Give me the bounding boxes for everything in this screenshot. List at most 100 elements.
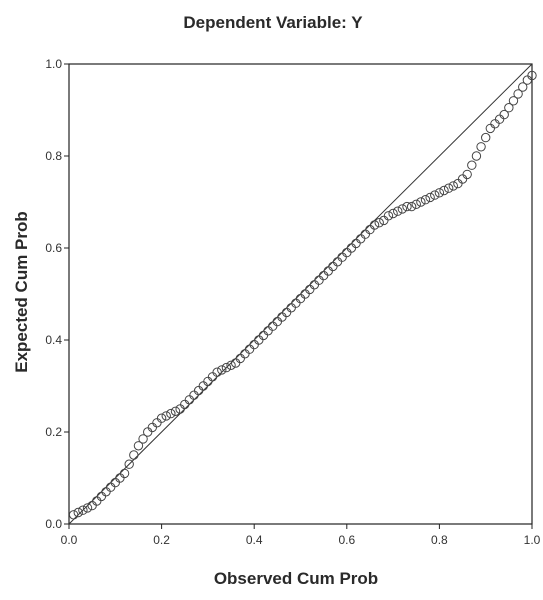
- x-axis-ticks: 0.0 0.2 0.4 0.6 0.8 1.0: [61, 524, 541, 547]
- y-axis-ticks: 0.0 0.2 0.4 0.6 0.8 1.0: [45, 57, 69, 531]
- data-point: [115, 473, 125, 483]
- data-point: [346, 243, 357, 253]
- data-point: [309, 280, 320, 290]
- data-point: [291, 298, 301, 308]
- data-point: [471, 151, 482, 161]
- data-point: [434, 188, 445, 198]
- data-point: [402, 201, 412, 212]
- data-point: [147, 422, 158, 433]
- data-point: [323, 266, 333, 276]
- x-tick-label: 0.2: [153, 533, 170, 547]
- data-point: [490, 119, 500, 129]
- data-point: [328, 261, 338, 272]
- data-point: [369, 220, 380, 230]
- data-point: [68, 510, 79, 520]
- data-point: [527, 70, 537, 81]
- data-point: [332, 257, 343, 267]
- data-point: [156, 413, 167, 423]
- data-point: [286, 303, 296, 313]
- data-point: [258, 330, 269, 341]
- y-tick-label: 1.0: [45, 57, 62, 71]
- data-point: [170, 406, 181, 416]
- data-point: [105, 482, 116, 492]
- data-point: [119, 468, 130, 479]
- data-point: [92, 496, 102, 506]
- data-point: [314, 275, 324, 285]
- data-point: [198, 381, 208, 391]
- data-point: [203, 376, 213, 387]
- data-point: [221, 362, 232, 373]
- data-point: [393, 206, 403, 216]
- x-axis-label: Observed Cum Prob: [214, 569, 378, 588]
- data-point: [443, 183, 454, 193]
- data-point: [212, 367, 222, 377]
- data-point: [397, 204, 408, 214]
- data-point: [462, 169, 472, 180]
- data-point: [411, 199, 421, 210]
- data-point: [217, 365, 227, 375]
- data-point: [244, 344, 255, 354]
- data-point: [96, 491, 107, 502]
- data-point: [355, 234, 366, 244]
- data-point: [467, 160, 477, 170]
- data-point: [240, 349, 250, 359]
- data-point: [207, 372, 218, 382]
- x-tick-label: 0.8: [431, 533, 448, 547]
- data-point: [383, 211, 394, 221]
- data-point: [138, 434, 148, 444]
- x-tick-label: 0.0: [61, 533, 78, 547]
- data-point: [249, 339, 259, 350]
- data-point: [342, 247, 352, 258]
- data-point: [268, 321, 278, 331]
- data-point: [522, 75, 533, 85]
- data-point: [189, 390, 199, 400]
- data-point: [365, 224, 375, 235]
- data-point: [439, 185, 449, 196]
- data-point: [143, 427, 153, 437]
- data-point: [184, 395, 195, 405]
- data-point: [272, 316, 283, 327]
- data-point: [235, 353, 246, 364]
- x-tick-label: 0.6: [338, 533, 355, 547]
- y-tick-label: 0.8: [45, 149, 62, 163]
- data-point: [152, 418, 162, 428]
- data-point: [406, 201, 417, 212]
- data-point: [254, 335, 264, 345]
- x-tick-label: 1.0: [524, 533, 541, 547]
- data-point: [499, 109, 509, 120]
- data-point: [226, 360, 236, 370]
- data-point: [351, 238, 361, 249]
- data-point: [305, 284, 315, 295]
- y-tick-label: 0.6: [45, 241, 62, 255]
- data-point: [110, 477, 121, 488]
- data-point: [494, 114, 505, 124]
- data-point: [133, 441, 144, 451]
- data-point: [420, 195, 431, 205]
- data-point: [263, 326, 273, 336]
- data-point: [430, 190, 440, 200]
- data-point: [180, 399, 190, 410]
- data-point: [416, 197, 426, 207]
- data-point: [425, 192, 435, 203]
- chart-title: Dependent Variable: Y: [183, 13, 363, 32]
- data-point: [300, 289, 310, 299]
- plot-frame: [68, 63, 533, 525]
- data-point: [101, 487, 111, 497]
- y-tick-label: 0.0: [45, 517, 62, 531]
- data-point: [318, 270, 329, 281]
- y-axis-label: Expected Cum Prob: [12, 211, 31, 373]
- data-point: [166, 408, 176, 419]
- data-point: [161, 411, 171, 421]
- data-point: [448, 181, 458, 191]
- data-point: [281, 307, 292, 318]
- data-point: [518, 82, 528, 92]
- data-point: [485, 123, 496, 134]
- data-point: [124, 459, 134, 469]
- data-point: [73, 507, 83, 518]
- data-point: [277, 312, 287, 322]
- data-point: [360, 229, 371, 239]
- data-point: [513, 89, 523, 99]
- data-point: [374, 218, 384, 228]
- data-point: [504, 103, 514, 113]
